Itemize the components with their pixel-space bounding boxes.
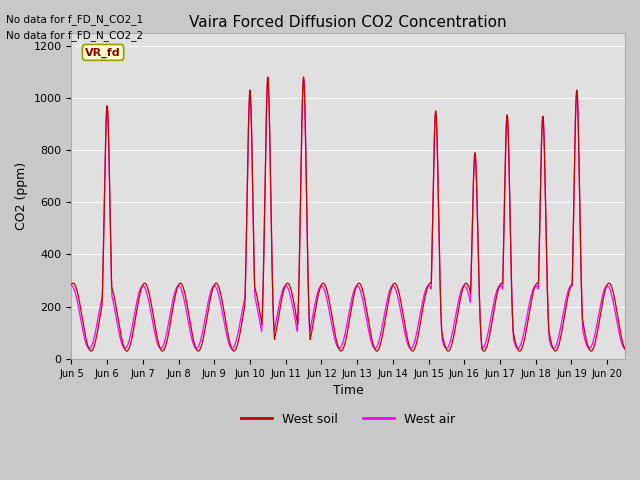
Text: No data for f_FD_N_CO2_2: No data for f_FD_N_CO2_2: [6, 30, 143, 41]
Text: VR_fd: VR_fd: [85, 47, 121, 58]
Legend: West soil, West air: West soil, West air: [236, 408, 460, 431]
Text: No data for f_FD_N_CO2_1: No data for f_FD_N_CO2_1: [6, 13, 143, 24]
Y-axis label: CO2 (ppm): CO2 (ppm): [15, 162, 28, 230]
X-axis label: Time: Time: [333, 384, 364, 397]
Title: Vaira Forced Diffusion CO2 Concentration: Vaira Forced Diffusion CO2 Concentration: [189, 15, 507, 30]
